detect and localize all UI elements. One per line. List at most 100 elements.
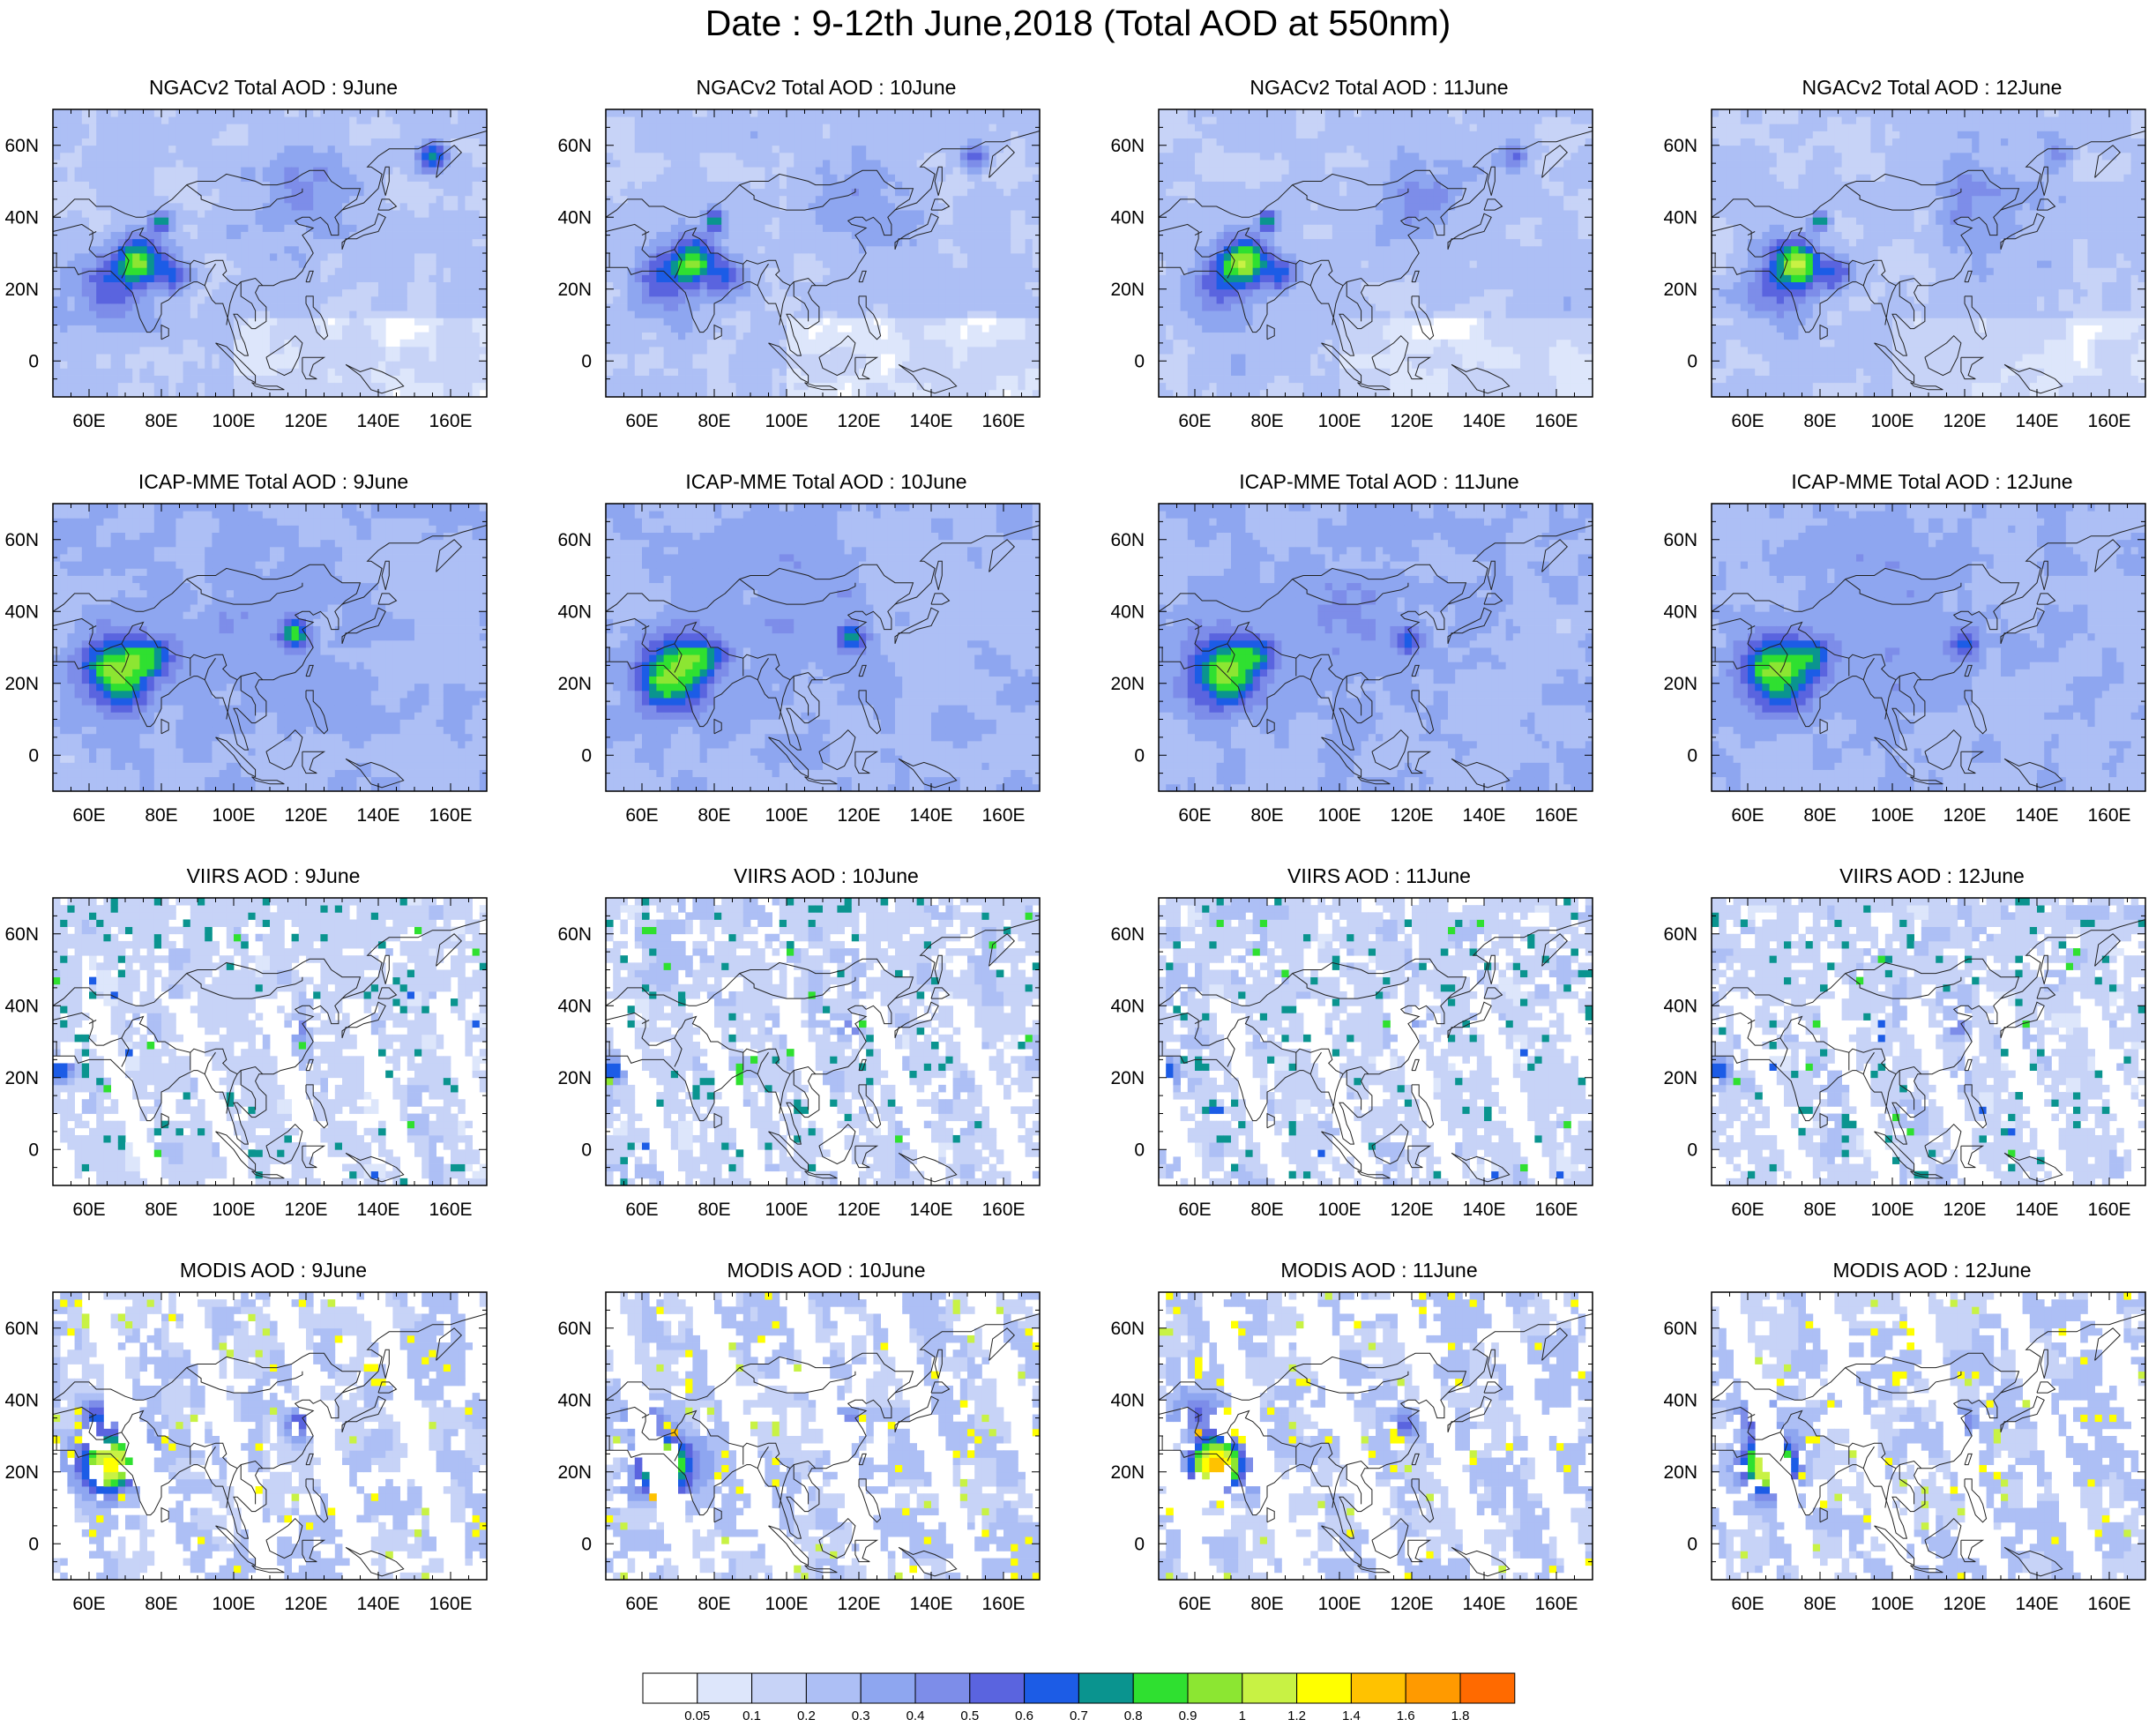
lon-tick-label: 140E (356, 805, 399, 826)
lon-tick-label: 60E (72, 1200, 105, 1220)
lon-tick-label: 120E (1943, 805, 1986, 826)
lat-tick-label: 0 (1134, 351, 1145, 371)
lat-tick-label: 20N (4, 674, 39, 694)
lon-tick-label: 140E (1462, 805, 1505, 826)
aod-map: 60E 80E 100E 120E 140E 160E 60N 40N 20N 0 (557, 1291, 1041, 1614)
lon-tick-label: 120E (1390, 1200, 1433, 1220)
lat-tick-label: 0 (1134, 745, 1145, 766)
tick-marks (52, 503, 488, 792)
lat-tick-label: 20N (4, 1462, 39, 1483)
lat-tick-label: 20N (1663, 674, 1697, 694)
lon-tick-label: 120E (1943, 411, 1986, 431)
colorbar-label: 0.2 (797, 1708, 816, 1723)
lon-tick-label: 80E (145, 1200, 177, 1220)
lon-tick-label: 80E (145, 411, 177, 431)
lat-tick-label: 0 (1687, 1140, 1697, 1160)
map-panel: ICAP-MME Total AOD : 11June 60E 80E 100E 120… (1106, 468, 1657, 856)
panel-title: ICAP-MME Total AOD : 9June (53, 468, 494, 495)
lon-tick-label: 60E (72, 805, 105, 826)
lon-tick-label: 160E (981, 805, 1025, 826)
coastlines (52, 1313, 488, 1577)
aod-map: 60E 80E 100E 120E 140E 160E 60N 40N 20N 0 (4, 108, 488, 431)
lon-tick-label: 140E (1462, 1594, 1505, 1614)
colorbar-box (1350, 1672, 1406, 1704)
lon-tick-label: 120E (1390, 1594, 1433, 1614)
aod-map: 60E 80E 100E 120E 140E 160E 60N 40N 20N 0 (557, 897, 1041, 1220)
colorbar-label: 0.3 (852, 1708, 870, 1723)
map-panel: NGACv2 Total AOD : 11June 60E 80E 100E 120E 1… (1106, 74, 1657, 462)
lon-tick-label: 100E (1317, 411, 1361, 431)
lon-tick-label: 100E (765, 411, 808, 431)
tick-marks (52, 108, 488, 398)
lat-tick-label: 40N (1110, 602, 1145, 622)
lat-tick-label: 20N (1110, 1462, 1145, 1483)
lon-tick-label: 80E (698, 1594, 730, 1614)
lon-tick-label: 80E (145, 805, 177, 826)
colorbar-label: 0.5 (960, 1708, 979, 1723)
lon-tick-label: 100E (1317, 1594, 1361, 1614)
map-panel: MODIS AOD : 11June 60E 80E 100E 120E 140E 160E… (1106, 1257, 1657, 1645)
lon-tick-label: 60E (1731, 1594, 1764, 1614)
lat-tick-label: 0 (28, 1534, 39, 1554)
lat-tick-label: 20N (1663, 1462, 1697, 1483)
map-panel: VIIRS AOD : 11June 60E 80E 100E 120E 140E 160E… (1106, 863, 1657, 1251)
lat-tick-label: 40N (4, 1390, 39, 1410)
lon-tick-label: 140E (2015, 1594, 2058, 1614)
lat-tick-label: 0 (28, 745, 39, 766)
lon-tick-label: 160E (429, 805, 472, 826)
panel-title: VIIRS AOD : 12June (1712, 863, 2152, 889)
panel-title: NGACv2 Total AOD : 9June (53, 74, 494, 101)
panel-title: VIIRS AOD : 10June (606, 863, 1047, 889)
lat-tick-label: 0 (581, 1140, 592, 1160)
colorbar-box (1242, 1672, 1298, 1704)
lon-tick-label: 120E (284, 805, 327, 826)
lon-tick-label: 100E (765, 805, 808, 826)
lon-tick-label: 160E (1534, 1594, 1578, 1614)
aod-colorbar: 0.05 0.1 0.2 0.3 0.4 0.5 0.6 0.7 0.8 0.9 1 1.2 1.4 1.… (642, 1672, 1516, 1723)
lon-tick-label: 100E (212, 1594, 255, 1614)
lon-tick-label: 100E (1317, 805, 1361, 826)
lat-tick-label: 0 (1687, 351, 1697, 371)
lon-tick-label: 120E (1390, 411, 1433, 431)
lon-tick-label: 60E (72, 1594, 105, 1614)
lon-tick-label: 100E (212, 1200, 255, 1220)
coastlines (1711, 525, 2146, 789)
coastlines (1711, 131, 2146, 394)
colorbar-box (1459, 1672, 1516, 1704)
aod-field (1712, 898, 2146, 1186)
lon-tick-label: 160E (2087, 411, 2130, 431)
panel-title: NGACv2 Total AOD : 11June (1159, 74, 1600, 101)
aod-field (606, 504, 1041, 792)
lat-tick-label: 60N (1663, 136, 1697, 156)
coastlines (1158, 525, 1593, 789)
colorbar-label: 0.4 (906, 1708, 925, 1723)
lat-tick-label: 40N (1110, 207, 1145, 228)
lat-tick-label: 60N (557, 1319, 592, 1339)
lat-tick-label: 40N (4, 996, 39, 1016)
colorbar-box (860, 1672, 916, 1704)
aod-map: 60E 80E 100E 120E 140E 160E 60N 40N 20N 0 (4, 897, 488, 1220)
map-panel: NGACv2 Total AOD : 10June 60E 80E 100E 120E 1… (553, 74, 1104, 462)
colorbar-box (751, 1672, 807, 1704)
lat-tick-label: 40N (1663, 1390, 1697, 1410)
lat-tick-label: 0 (1687, 745, 1697, 766)
lat-tick-label: 40N (557, 602, 592, 622)
lat-tick-label: 60N (1663, 924, 1697, 945)
lat-tick-label: 60N (1110, 136, 1145, 156)
lat-tick-label: 60N (4, 1319, 39, 1339)
lon-tick-label: 60E (1178, 1594, 1211, 1614)
colorbar-box (914, 1672, 971, 1704)
colorbar-label: 0.7 (1070, 1708, 1088, 1723)
lon-tick-label: 120E (837, 1594, 880, 1614)
aod-field (1712, 504, 2146, 792)
aod-map: 60E 80E 100E 120E 140E 160E 60N 40N 20N 0 (1663, 897, 2146, 1220)
lon-tick-label: 60E (625, 1594, 658, 1614)
lat-tick-label: 20N (1110, 1068, 1145, 1088)
aod-map: 60E 80E 100E 120E 140E 160E 60N 40N 20N 0 (1663, 503, 2146, 826)
lon-tick-label: 100E (212, 805, 255, 826)
lon-tick-label: 80E (145, 1594, 177, 1614)
aod-field (1159, 109, 1593, 398)
lon-tick-label: 100E (765, 1200, 808, 1220)
coastlines (1158, 131, 1593, 394)
colorbar-box (1078, 1672, 1134, 1704)
